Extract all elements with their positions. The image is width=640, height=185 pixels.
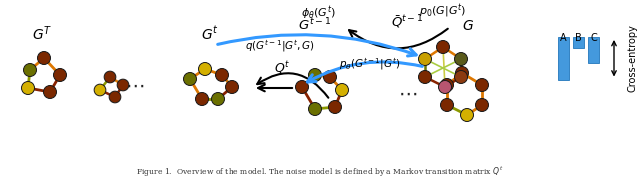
- Circle shape: [476, 98, 488, 112]
- Text: $G$: $G$: [462, 19, 474, 33]
- Circle shape: [454, 70, 467, 83]
- Circle shape: [454, 53, 467, 65]
- Circle shape: [438, 80, 451, 93]
- Circle shape: [211, 92, 225, 105]
- Text: $\phi_\theta(G^t)$: $\phi_\theta(G^t)$: [301, 4, 335, 22]
- Circle shape: [440, 78, 454, 92]
- Circle shape: [117, 79, 129, 91]
- Text: $G^{t-1}$: $G^{t-1}$: [298, 16, 332, 33]
- Circle shape: [456, 66, 468, 80]
- Text: $\boldsymbol{Q^t}$: $\boldsymbol{Q^t}$: [274, 59, 290, 76]
- Circle shape: [419, 53, 431, 65]
- Text: A: A: [560, 33, 567, 43]
- Circle shape: [109, 91, 121, 103]
- Text: Cross-entropy: Cross-entropy: [628, 24, 638, 92]
- Bar: [558, 37, 569, 80]
- Circle shape: [440, 98, 454, 112]
- Text: $q(G^{t-1}|G^t, G)$: $q(G^{t-1}|G^t, G)$: [245, 39, 315, 55]
- Circle shape: [24, 63, 36, 77]
- Circle shape: [308, 102, 321, 115]
- Bar: [573, 37, 584, 48]
- Circle shape: [461, 108, 474, 122]
- Text: $\bar{Q}^{t-1}$: $\bar{Q}^{t-1}$: [390, 14, 423, 31]
- Circle shape: [54, 68, 67, 82]
- Circle shape: [44, 85, 56, 98]
- Circle shape: [436, 41, 449, 53]
- Circle shape: [38, 51, 51, 65]
- Circle shape: [184, 73, 196, 85]
- Text: $p_0(G|G^t)$: $p_0(G|G^t)$: [419, 3, 467, 20]
- Circle shape: [225, 80, 239, 93]
- Circle shape: [476, 78, 488, 92]
- Circle shape: [22, 82, 35, 95]
- Circle shape: [216, 68, 228, 82]
- Text: $G^t$: $G^t$: [201, 25, 219, 43]
- Bar: [588, 37, 599, 63]
- Text: B: B: [575, 33, 582, 43]
- Circle shape: [94, 84, 106, 96]
- Circle shape: [419, 70, 431, 83]
- Circle shape: [198, 63, 211, 75]
- Circle shape: [328, 100, 342, 114]
- Circle shape: [195, 92, 209, 105]
- Text: $\cdots$: $\cdots$: [398, 83, 418, 102]
- Circle shape: [335, 83, 349, 97]
- Circle shape: [104, 71, 116, 83]
- Text: Figure 1.  Overview of the model. The noise model is defined by a Markov transit: Figure 1. Overview of the model. The noi…: [136, 165, 504, 179]
- Circle shape: [308, 68, 321, 82]
- Text: C: C: [590, 33, 597, 43]
- Text: $G^T$: $G^T$: [32, 24, 52, 43]
- Text: $p_\theta(G^{t-1}|G^t)$: $p_\theta(G^{t-1}|G^t)$: [339, 56, 401, 71]
- Circle shape: [296, 80, 308, 93]
- Circle shape: [323, 70, 337, 83]
- Text: $\cdots$: $\cdots$: [125, 75, 145, 95]
